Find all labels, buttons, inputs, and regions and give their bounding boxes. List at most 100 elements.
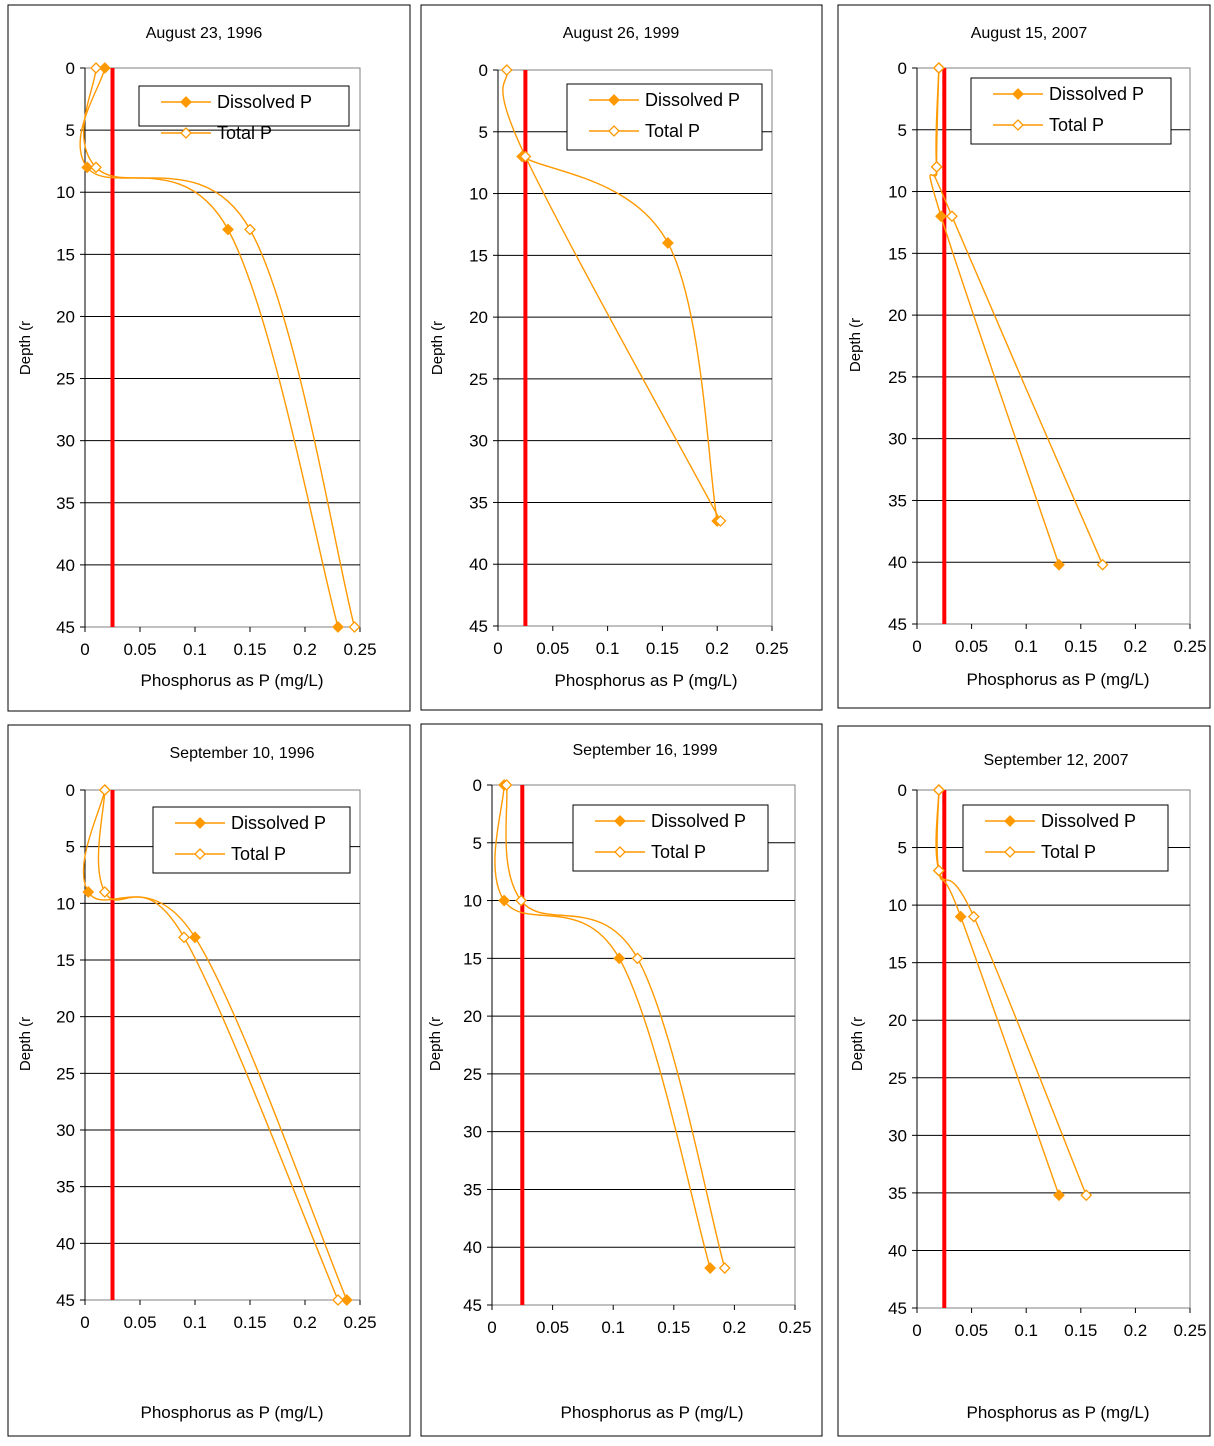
x-tick-label: 0.25 (343, 1313, 376, 1332)
data-point (98, 784, 111, 796)
y-axis-label: Depth (r (17, 1017, 34, 1071)
data-point (90, 161, 102, 174)
data-point (661, 237, 674, 249)
chart-title: August 23, 1996 (146, 25, 263, 42)
series-line (505, 784, 726, 1269)
x-tick-label: 0.2 (1124, 1321, 1148, 1340)
data-point (244, 223, 256, 236)
y-tick-label: 30 (888, 430, 907, 449)
data-point (1053, 558, 1065, 571)
x-axis-label: Phosphorus as P (mg/L) (141, 1403, 324, 1422)
y-tick-label: 45 (888, 615, 907, 634)
chart-panel: 0 5 10 15 20 25 30 35 40 45 0 0.05 0.1 0.15 0.2 0.25 Dis… (837, 4, 1211, 709)
x-tick-label: 0.05 (536, 639, 569, 658)
data-point (90, 62, 102, 74)
data-point (222, 223, 234, 236)
x-tick-label: 0.1 (601, 1318, 625, 1337)
x-tick-label: 0 (912, 1321, 921, 1340)
y-tick-label: 45 (463, 1296, 482, 1315)
y-tick-label: 10 (469, 185, 488, 204)
y-tick-label: 20 (56, 1008, 75, 1027)
data-point (81, 161, 94, 174)
plot-area (916, 789, 1191, 1309)
y-tick-label: 45 (469, 617, 488, 636)
y-tick-label: 25 (888, 1069, 907, 1088)
x-tick-label: 0.05 (123, 640, 156, 659)
legend (138, 85, 350, 127)
legend-label: Dissolved P (1049, 84, 1144, 104)
legend-label: Dissolved P (651, 811, 746, 831)
data-point (515, 894, 528, 907)
x-tick-label: 0.1 (1014, 637, 1038, 656)
y-tick-label: 40 (888, 553, 907, 572)
y-tick-label: 25 (469, 370, 488, 389)
data-point (340, 1294, 353, 1306)
y-tick-label: 35 (469, 493, 488, 512)
y-tick-label: 40 (56, 556, 75, 575)
chart-title: September 10, 1996 (170, 745, 315, 762)
x-tick-label: 0.05 (536, 1318, 569, 1337)
chart-panel: 0 5 10 15 20 25 30 35 40 45 0 0.05 0.1 0.15 0.2 0.25 Dis… (837, 725, 1211, 1437)
y-tick-label: 5 (479, 123, 488, 142)
legend (572, 804, 769, 872)
x-tick-label: 0.25 (1173, 637, 1206, 656)
chart-panel: 0 5 10 15 20 25 30 35 40 45 0 0.05 0.1 0.15 0.2 0.25 Dis… (7, 724, 411, 1437)
y-tick-label: 15 (888, 954, 907, 973)
y-tick-label: 5 (898, 121, 907, 140)
y-tick-label: 25 (56, 1064, 75, 1083)
legend-marker (614, 815, 626, 827)
series-line (933, 67, 1104, 565)
data-point (946, 210, 958, 223)
data-point (498, 894, 511, 907)
y-tick-label: 15 (469, 246, 488, 265)
y-tick-label: 10 (56, 183, 75, 202)
x-tick-label: 0.05 (955, 1321, 988, 1340)
x-tick-label: 0.15 (233, 640, 266, 659)
series-line (935, 789, 1087, 1196)
y-tick-label: 15 (56, 951, 75, 970)
x-tick-label: 0.15 (233, 1313, 266, 1332)
data-point (98, 62, 111, 74)
data-point (1096, 558, 1109, 571)
legend-marker (1012, 119, 1024, 131)
data-point (932, 784, 945, 796)
y-tick-label: 20 (463, 1007, 482, 1026)
y-tick-label: 0 (66, 781, 75, 800)
data-point (189, 931, 201, 944)
legend (970, 77, 1172, 145)
chart-panel: 0 5 10 15 20 25 30 35 40 45 0 0.05 0.1 0.15 0.2 0.25 Dis… (420, 723, 823, 1437)
x-tick-label: 0.25 (1173, 1321, 1206, 1340)
y-tick-label: 5 (66, 121, 75, 140)
y-tick-label: 40 (56, 1234, 75, 1253)
x-tick-label: 0.15 (657, 1318, 690, 1337)
y-axis-label: Depth (r (427, 1017, 444, 1071)
x-tick-label: 0.2 (293, 1313, 317, 1332)
legend-label: Total P (645, 121, 700, 141)
x-tick-label: 0 (487, 1318, 496, 1337)
y-tick-label: 40 (469, 555, 488, 574)
x-tick-label: 0.1 (183, 1313, 207, 1332)
y-tick-label: 0 (66, 59, 75, 78)
y-tick-label: 35 (56, 1178, 75, 1197)
y-tick-label: 0 (479, 61, 488, 80)
y-tick-label: 25 (463, 1065, 482, 1084)
legend-marker (194, 817, 206, 829)
series-line (929, 67, 1060, 565)
legend-label: Dissolved P (1041, 811, 1136, 831)
y-axis-label: Depth (r (849, 1017, 866, 1071)
plot-area (916, 67, 1191, 625)
data-point (714, 515, 727, 527)
legend-marker (1004, 846, 1016, 858)
data-point (930, 160, 943, 173)
x-tick-label: 0.15 (1064, 1321, 1097, 1340)
y-tick-label: 35 (56, 494, 75, 513)
data-point (519, 150, 532, 163)
series-line (83, 67, 356, 628)
data-point (332, 621, 344, 633)
legend-label: Total P (1041, 842, 1096, 862)
x-axis-label: Phosphorus as P (mg/L) (967, 1403, 1150, 1422)
y-tick-label: 10 (888, 896, 907, 915)
y-tick-label: 15 (463, 949, 482, 968)
x-axis-label: Phosphorus as P (mg/L) (967, 670, 1150, 689)
y-tick-label: 25 (56, 370, 75, 389)
